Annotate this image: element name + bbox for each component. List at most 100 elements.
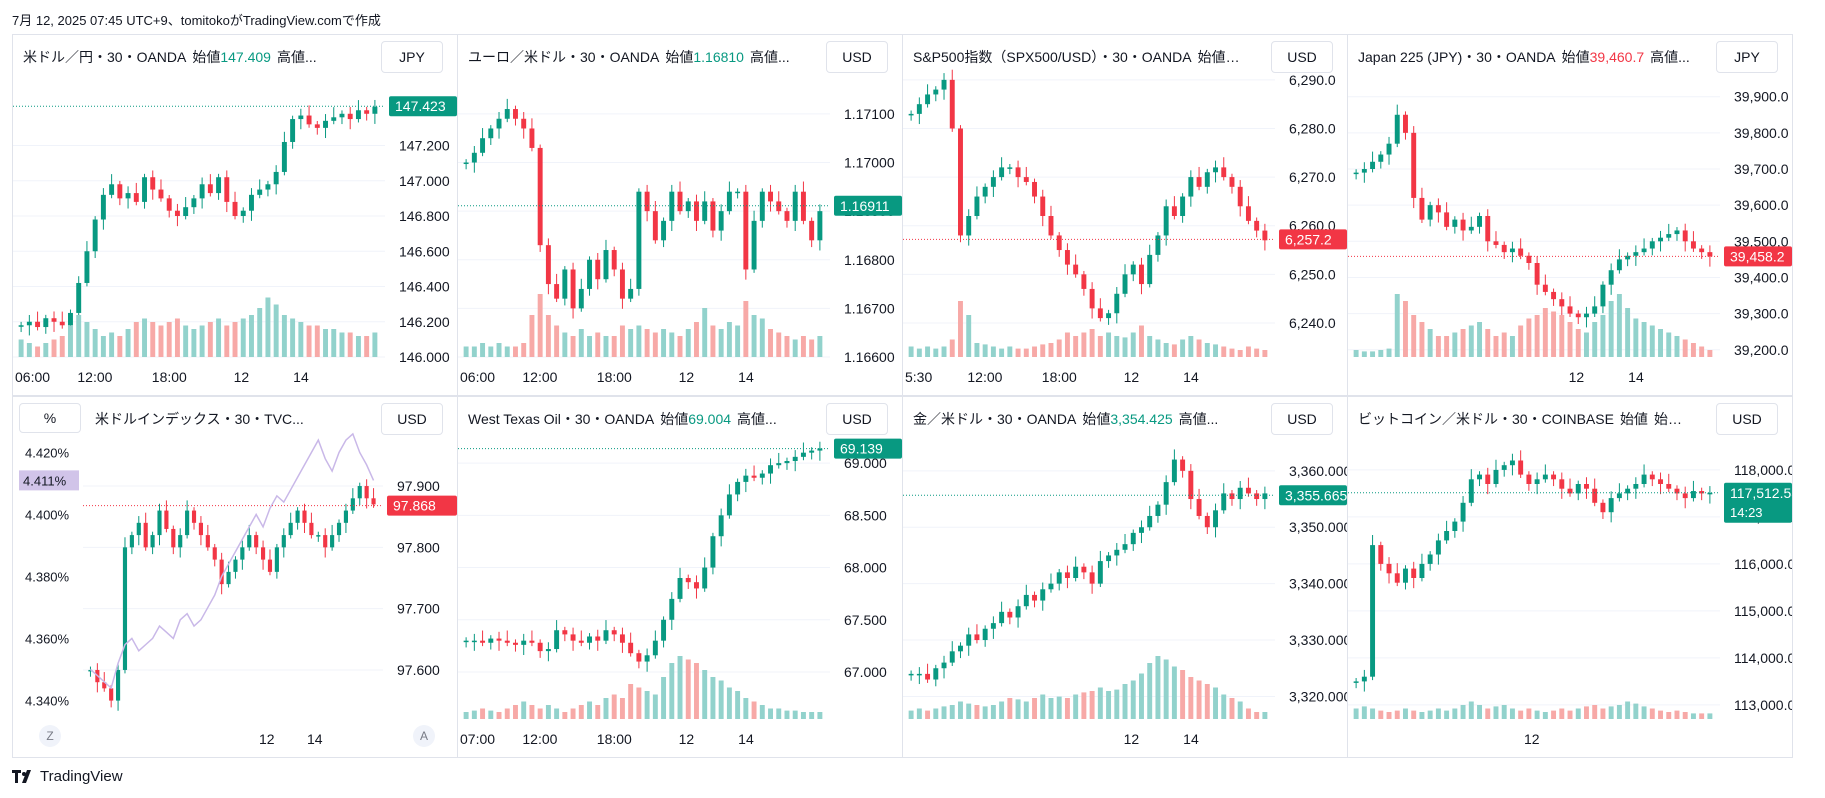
x-tick-label: 18:00 — [152, 369, 187, 385]
candle — [1649, 471, 1655, 487]
currency-button[interactable]: JPY — [1716, 41, 1778, 73]
auto-scale-toggle[interactable]: A — [413, 725, 435, 747]
candle — [488, 635, 494, 650]
chart-title[interactable]: S&P500指数（SPX500/USD）・30・OANDA始値始値... — [913, 47, 1248, 67]
chart-canvas[interactable]: 39,900.0 39,800.0 39,700.0 39,600.0 39,500.0… — [1348, 35, 1793, 396]
currency-button[interactable]: USD — [826, 403, 888, 435]
candle — [611, 626, 617, 642]
chart-panel[interactable]: 118,000.00117,000.00116,000.00115,000.00… — [1347, 396, 1793, 758]
x-tick-label: 14 — [1183, 369, 1199, 385]
volume-bar — [463, 346, 469, 357]
candle — [1493, 231, 1499, 249]
volume-bar — [117, 336, 123, 357]
last-price-badge — [1279, 485, 1347, 506]
chart-panel[interactable]: 3,360.000 3,350.000 3,340.000 3,330.000 3,32… — [902, 396, 1348, 758]
candle — [1592, 296, 1598, 317]
currency-button[interactable]: USD — [1271, 41, 1333, 73]
last-price-badge — [1724, 246, 1792, 267]
candle — [966, 627, 972, 656]
chart-panel[interactable]: 69.000 68.500 68.000 67.500 67.000 69.139 07:0… — [457, 396, 903, 758]
symbol-title: West Texas Oil・30・OANDA — [468, 411, 655, 427]
candle — [529, 118, 535, 152]
chart-title[interactable]: ユーロ／米ドル・30・OANDA 始値1.16810 高値... — [468, 47, 803, 67]
candle — [331, 107, 337, 125]
currency-button[interactable]: USD — [381, 403, 443, 435]
candle — [1023, 584, 1029, 610]
open-label: 始値 — [1561, 49, 1590, 65]
volume-bar — [652, 694, 658, 719]
candle — [718, 204, 724, 241]
candle — [1567, 478, 1573, 497]
volume-bar — [916, 708, 922, 719]
chart-panel[interactable]: 147.200 147.000 146.800 146.600 146.400 146.2… — [12, 34, 458, 396]
candle — [809, 217, 815, 248]
candle — [726, 181, 732, 215]
chart-canvas[interactable]: 147.200 147.000 146.800 146.600 146.400 146.2… — [13, 35, 458, 396]
chart-title[interactable]: 金／米ドル・30・OANDA 始値3,354.425 高値... — [913, 409, 1248, 429]
x-tick-label: 18:00 — [597, 731, 632, 747]
candle — [702, 557, 708, 592]
candle — [1114, 287, 1120, 324]
chart-canvas[interactable]: 97.900 97.800 97.700 97.600 4.420% 4.400% 4.38… — [13, 397, 458, 758]
currency-button[interactable]: JPY — [381, 41, 443, 73]
log-scale-toggle[interactable]: Z — [39, 725, 61, 747]
volume-bar — [908, 710, 914, 719]
chart-canvas[interactable]: 69.000 68.500 68.000 67.500 67.000 69.139 07:0… — [458, 397, 903, 758]
candle — [1188, 464, 1194, 510]
chart-panel[interactable]: 97.900 97.800 97.700 97.600 4.420% 4.400% 4.38… — [12, 396, 458, 758]
candle — [1221, 483, 1227, 514]
chart-canvas[interactable]: 3,360.000 3,350.000 3,340.000 3,330.000 3,32… — [903, 397, 1348, 758]
more-stats: 高値... — [1178, 411, 1219, 427]
last-price-label: 147.423 — [395, 98, 446, 114]
tradingview-logo-icon — [12, 769, 31, 783]
chart-panel[interactable]: 1.171001.170001.169001.168001.167001.166… — [457, 34, 903, 396]
y-tick-label: 39,500.0 — [1734, 233, 1789, 249]
chart-panel[interactable]: 6,290.0 6,280.0 6,270.0 6,260.0 6,250.0 6,240… — [902, 34, 1348, 396]
chart-canvas[interactable]: 118,000.00117,000.00116,000.00115,000.00… — [1348, 397, 1793, 758]
chart-canvas[interactable]: 1.171001.170001.169001.168001.167001.166… — [458, 35, 903, 396]
volume-bar — [521, 343, 527, 357]
candle — [295, 507, 300, 530]
volume-bar — [1139, 673, 1144, 719]
currency-button[interactable]: USD — [1271, 403, 1333, 435]
chart-canvas[interactable]: 6,290.06,280.06,270.06,260.06,250.06,240… — [903, 35, 1348, 396]
chart-panel[interactable]: 39,900.0 39,800.0 39,700.0 39,600.0 39,500.0… — [1347, 34, 1793, 396]
candle — [537, 639, 543, 658]
candle — [35, 311, 41, 331]
volume-bar — [759, 318, 765, 357]
chart-title[interactable]: 米ドル／円・30・OANDA 始値147.409 高値... — [23, 47, 358, 67]
candle — [88, 666, 93, 677]
candle — [347, 107, 353, 130]
percent-scale-button[interactable]: % — [19, 403, 81, 433]
last-price-badge — [1279, 229, 1347, 250]
volume-bar — [529, 705, 535, 719]
candle — [496, 111, 502, 139]
currency-button[interactable]: USD — [1716, 403, 1778, 435]
y-tick-label: 113,000.00 — [1734, 697, 1793, 713]
chart-title[interactable]: West Texas Oil・30・OANDA 始値69.004 高値... — [468, 409, 803, 429]
volume-bar — [1394, 294, 1400, 357]
candle — [183, 197, 189, 220]
y-tick-label: 6,250.0 — [1289, 266, 1336, 282]
chart-title[interactable]: ビットコイン／米ドル・30・COINBASE 始値 始値... — [1358, 409, 1693, 429]
currency-button[interactable]: USD — [826, 41, 888, 73]
chart-title[interactable]: Japan 225 (JPY)・30・OANDA 始値39,460.7 高値... — [1358, 47, 1693, 67]
candle — [1452, 216, 1458, 234]
candle — [545, 642, 551, 662]
chart-title[interactable]: 米ドルインデックス・30・TVC... — [95, 409, 335, 429]
candle — [949, 641, 955, 666]
volume-bar — [628, 684, 634, 719]
volume-bar — [1444, 336, 1450, 357]
candle — [471, 146, 477, 173]
candle — [751, 465, 757, 482]
candle — [1196, 166, 1202, 191]
candle — [488, 125, 494, 145]
volume-bar — [1690, 713, 1696, 719]
candle — [644, 184, 650, 222]
candle — [1188, 170, 1194, 207]
volume-bar — [545, 705, 551, 719]
candle — [1584, 477, 1589, 499]
candle — [619, 262, 625, 309]
tradingview-footer[interactable]: TradingView — [12, 768, 123, 785]
volume-bar — [1378, 350, 1384, 357]
